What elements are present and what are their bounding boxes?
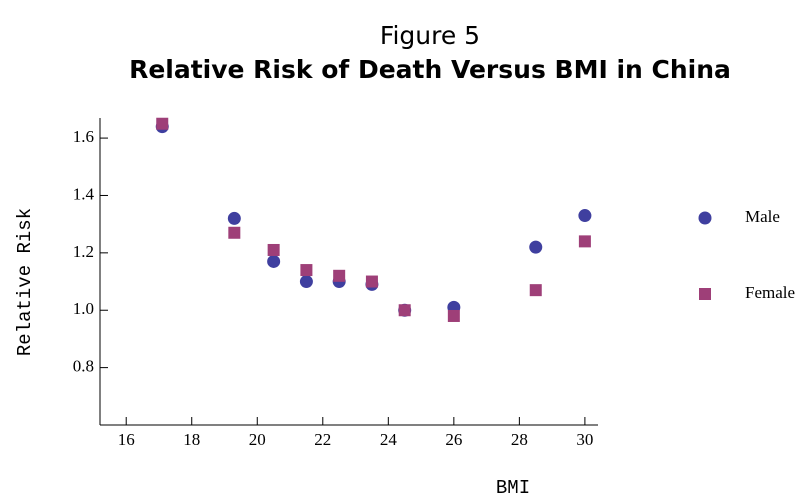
point <box>529 240 543 254</box>
point <box>156 117 169 130</box>
x-tick-label: 20 <box>249 430 266 449</box>
point <box>365 275 378 288</box>
y-tick-label: 0.8 <box>73 357 94 376</box>
legend-label: Female <box>745 283 795 302</box>
point <box>267 243 280 256</box>
legend-marker <box>698 211 712 225</box>
point <box>578 209 592 223</box>
chart-title: Relative Risk of Death Versus BMI in Chi… <box>129 55 731 84</box>
point <box>227 211 241 225</box>
x-tick-label: 16 <box>118 430 135 449</box>
y-tick-label: 1.0 <box>73 299 94 318</box>
y-axis-label: Relative Risk <box>14 208 36 356</box>
point <box>529 284 542 297</box>
point <box>447 309 460 322</box>
legend-marker <box>699 288 711 300</box>
y-tick-label: 1.6 <box>73 127 94 146</box>
y-tick-label: 1.2 <box>73 242 94 261</box>
point <box>300 264 313 277</box>
x-tick-label: 28 <box>511 430 528 449</box>
x-tick-label: 24 <box>380 430 398 449</box>
x-tick-label: 18 <box>183 430 200 449</box>
legend-label: Male <box>745 207 780 226</box>
point <box>578 235 591 248</box>
y-tick-label: 1.4 <box>73 184 95 203</box>
supertitle: Figure 5 <box>380 21 480 50</box>
x-tick-label: 30 <box>576 430 593 449</box>
x-tick-label: 26 <box>445 430 462 449</box>
point <box>267 254 281 268</box>
point <box>333 269 346 282</box>
x-tick-label: 22 <box>314 430 331 449</box>
x-axis-label: BMI <box>496 477 530 497</box>
point <box>299 275 313 289</box>
point <box>398 304 411 317</box>
point <box>228 226 241 239</box>
